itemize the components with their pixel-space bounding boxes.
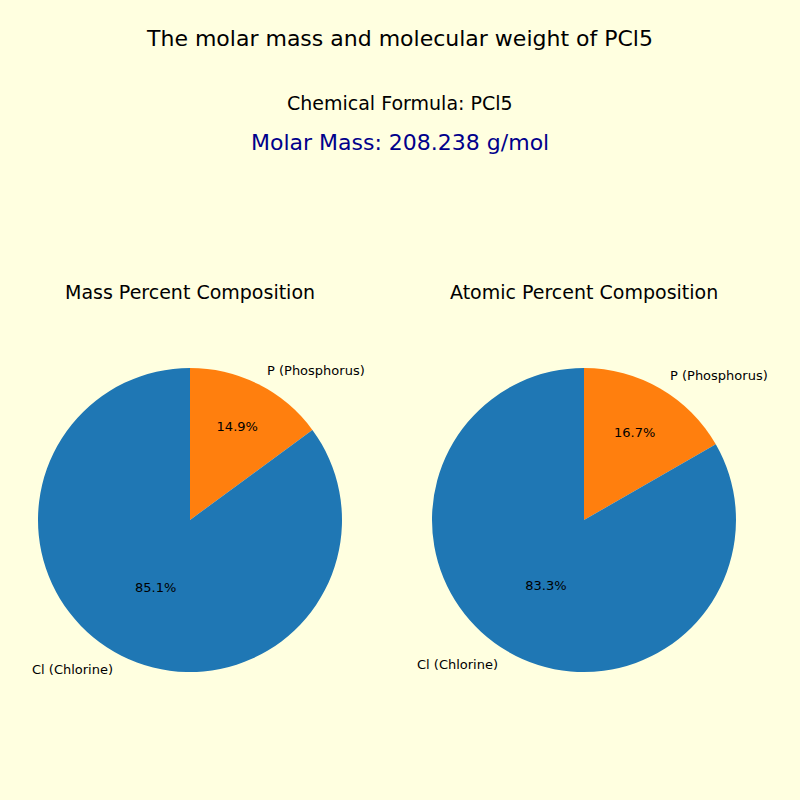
svg-text:85.1%: 85.1% xyxy=(135,580,176,595)
svg-text:14.9%: 14.9% xyxy=(217,419,258,434)
svg-text:Chemical Formula: PCl5: Chemical Formula: PCl5 xyxy=(287,92,513,114)
svg-text:Molar Mass: 208.238 g/mol: Molar Mass: 208.238 g/mol xyxy=(251,130,549,155)
svg-text:Mass Percent Composition: Mass Percent Composition xyxy=(65,281,315,303)
svg-text:P (Phosphorus): P (Phosphorus) xyxy=(670,368,768,383)
svg-text:83.3%: 83.3% xyxy=(525,578,566,593)
svg-text:Cl (Chlorine): Cl (Chlorine) xyxy=(417,657,498,672)
svg-text:The molar mass and molecular w: The molar mass and molecular weight of P… xyxy=(146,26,653,51)
svg-text:Cl (Chlorine): Cl (Chlorine) xyxy=(32,662,113,677)
svg-text:Atomic Percent Composition: Atomic Percent Composition xyxy=(450,281,718,303)
svg-text:P (Phosphorus): P (Phosphorus) xyxy=(267,363,365,378)
svg-text:16.7%: 16.7% xyxy=(614,425,655,440)
